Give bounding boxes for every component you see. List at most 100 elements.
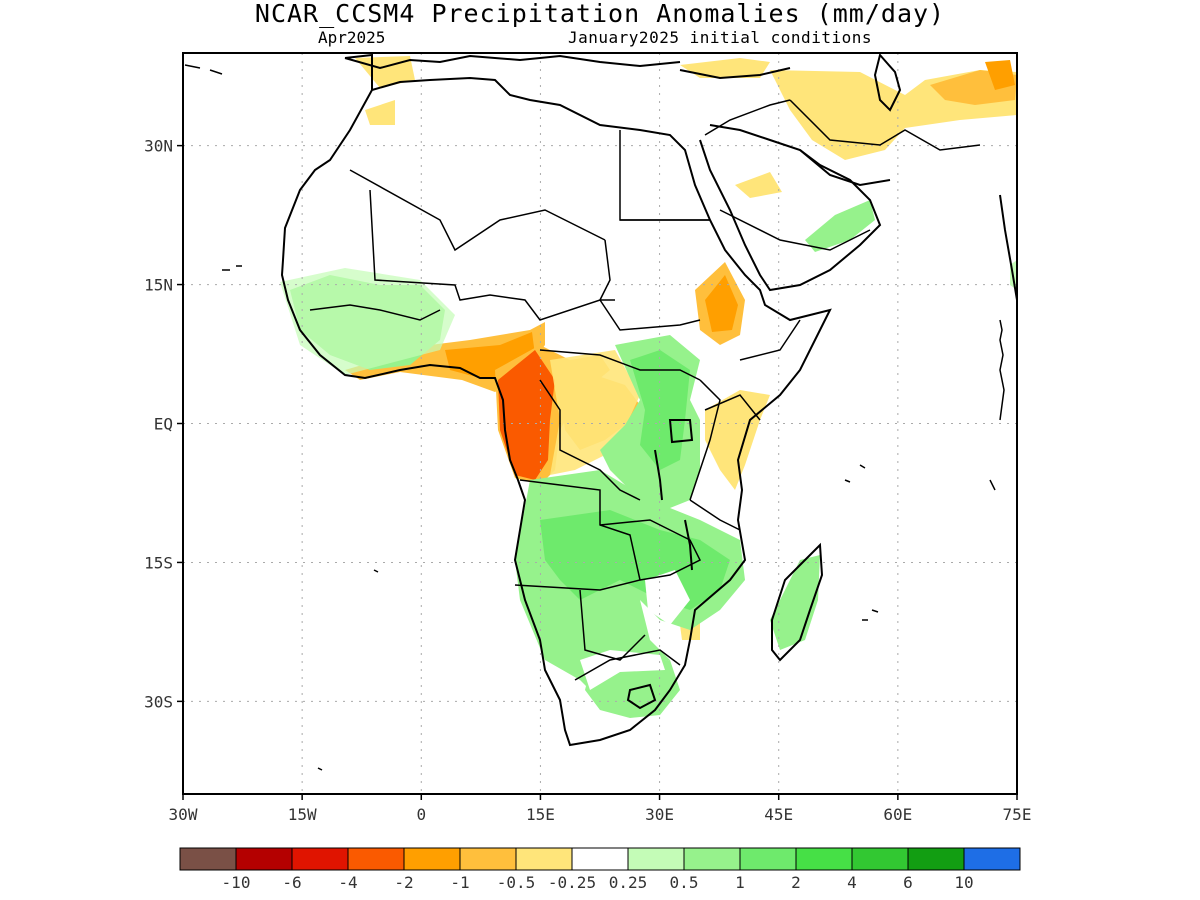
lon-tick-label: 0 [416,805,426,824]
anomaly-algeria-dry [365,100,395,125]
colorbar-swatch [515,847,573,871]
border-algeria [349,169,606,252]
anomaly-afghan-dry [985,60,1015,90]
anomaly-fill-layer [280,56,1017,718]
mauritius-reunion [862,609,879,621]
colorbar-swatch [683,847,741,871]
africa-coastline [280,53,832,747]
colorbar-label: -10 [222,873,251,892]
lon-tick-label: 30W [169,805,198,824]
anomaly-westafrica-light [280,268,455,375]
colorbar-label: 0.5 [670,873,699,892]
lon-tick-label: 75E [1003,805,1032,824]
graticule [183,53,1017,794]
border-ethiopia-somalia [739,319,801,361]
anomaly-namibia-neutral [580,650,665,690]
lake-tanganyika [654,449,663,501]
colorbar-label: 2 [791,873,801,892]
colorbar-label: 6 [903,873,913,892]
seychelles [844,464,866,483]
colorbar-label: -0.5 [497,873,536,892]
canary-islands [222,265,242,271]
lat-tick-label: 15N [144,276,173,295]
lat-tick-label: 15S [144,553,173,572]
colorbar-swatch [851,847,909,871]
colorbar-label: -2 [394,873,413,892]
colorbar-swatch [571,847,629,871]
colorbar-swatch [627,847,685,871]
border-chad-sudan [599,239,701,331]
cape-verde [184,64,223,75]
border-centralafrica [539,349,701,381]
coastlines [280,53,1017,747]
colorbar-label: -6 [282,873,301,892]
colorbar-label: 10 [954,873,973,892]
colorbar-label: -0.25 [548,873,596,892]
caspian-coastline [873,53,902,112]
valid-month-label: Apr2025 [318,28,386,47]
europe-coastline [344,54,681,70]
colorbar-swatch [963,847,1021,871]
border-iran [789,99,981,151]
anomaly-spain-dry [355,56,415,88]
small-islands [184,64,1005,771]
lat-tick-label: 30N [144,137,173,156]
colorbar-swatch [347,847,405,871]
lon-tick-label: 30E [645,805,674,824]
colorbar-label: 0.25 [609,873,648,892]
initial-conditions-label: January2025 initial conditions [568,28,872,47]
border-libya-egypt [619,130,710,221]
colorbar-label: -4 [338,873,357,892]
st-helena [373,569,379,573]
colorbar-swatch [235,847,293,871]
lesotho-border [626,683,657,710]
colorbar-label: -1 [450,873,469,892]
chagos [989,479,996,491]
colorbar-swatch [907,847,965,871]
lon-tick-label: 45E [764,805,793,824]
border-kenya [704,394,761,421]
border-namibia-botswana [579,589,646,661]
border-sahel [369,189,615,321]
turkey-coastline [679,67,791,80]
anomaly-kenya-dry [705,390,770,490]
border-congo [539,379,641,501]
lat-tick-label: 30S [144,692,173,711]
lat-tick-label: EQ [154,415,173,434]
border-westafrica [309,304,441,321]
anomaly-zimbabwe-neutral [645,570,690,625]
madagascar-coastline [771,542,824,662]
colorbar-swatch [795,847,853,871]
colorbar: -10 -6 -4 -2 -1 -0.5 -0.25 0.25 0.5 1 2 4 6 10 [179,847,1021,892]
border-southafrica [574,649,681,681]
anomaly-madagascar-wet [770,555,820,650]
country-borders [309,99,981,681]
anomaly-ethiopia-drier [705,275,738,332]
tristan [317,767,323,771]
colorbar-swatch [179,847,237,871]
border-zambia [599,519,702,581]
lon-tick-label: 60E [883,805,912,824]
border-angola [514,479,641,591]
border-tanzania [689,499,741,531]
colorbar-label: 1 [735,873,745,892]
persian-gulf-coastline [799,149,891,187]
colorbar-swatch [459,847,517,871]
arabia-coastline [699,124,882,292]
axis-ticks: 30W 15W 0 15E 30E 45E 60E 75E 30N 15N EQ 15S 30S [144,137,1031,824]
lake-victoria [668,419,694,444]
lake-malawi [684,519,693,571]
border-middleeast [704,99,791,136]
anomaly-oman-wet [805,200,875,252]
anomaly-saudi-dry [735,172,782,198]
map-title: NCAR_CCSM4 Precipitation Anomalies (mm/d… [254,0,946,28]
lon-tick-label: 15E [526,805,555,824]
colorbar-swatch [403,847,461,871]
colorbar-label: 4 [847,873,857,892]
border-arabia [719,209,871,251]
colorbar-swatch [739,847,797,871]
india-coastline [999,194,1017,301]
colorbar-swatch [291,847,349,871]
maldives [999,319,1005,421]
